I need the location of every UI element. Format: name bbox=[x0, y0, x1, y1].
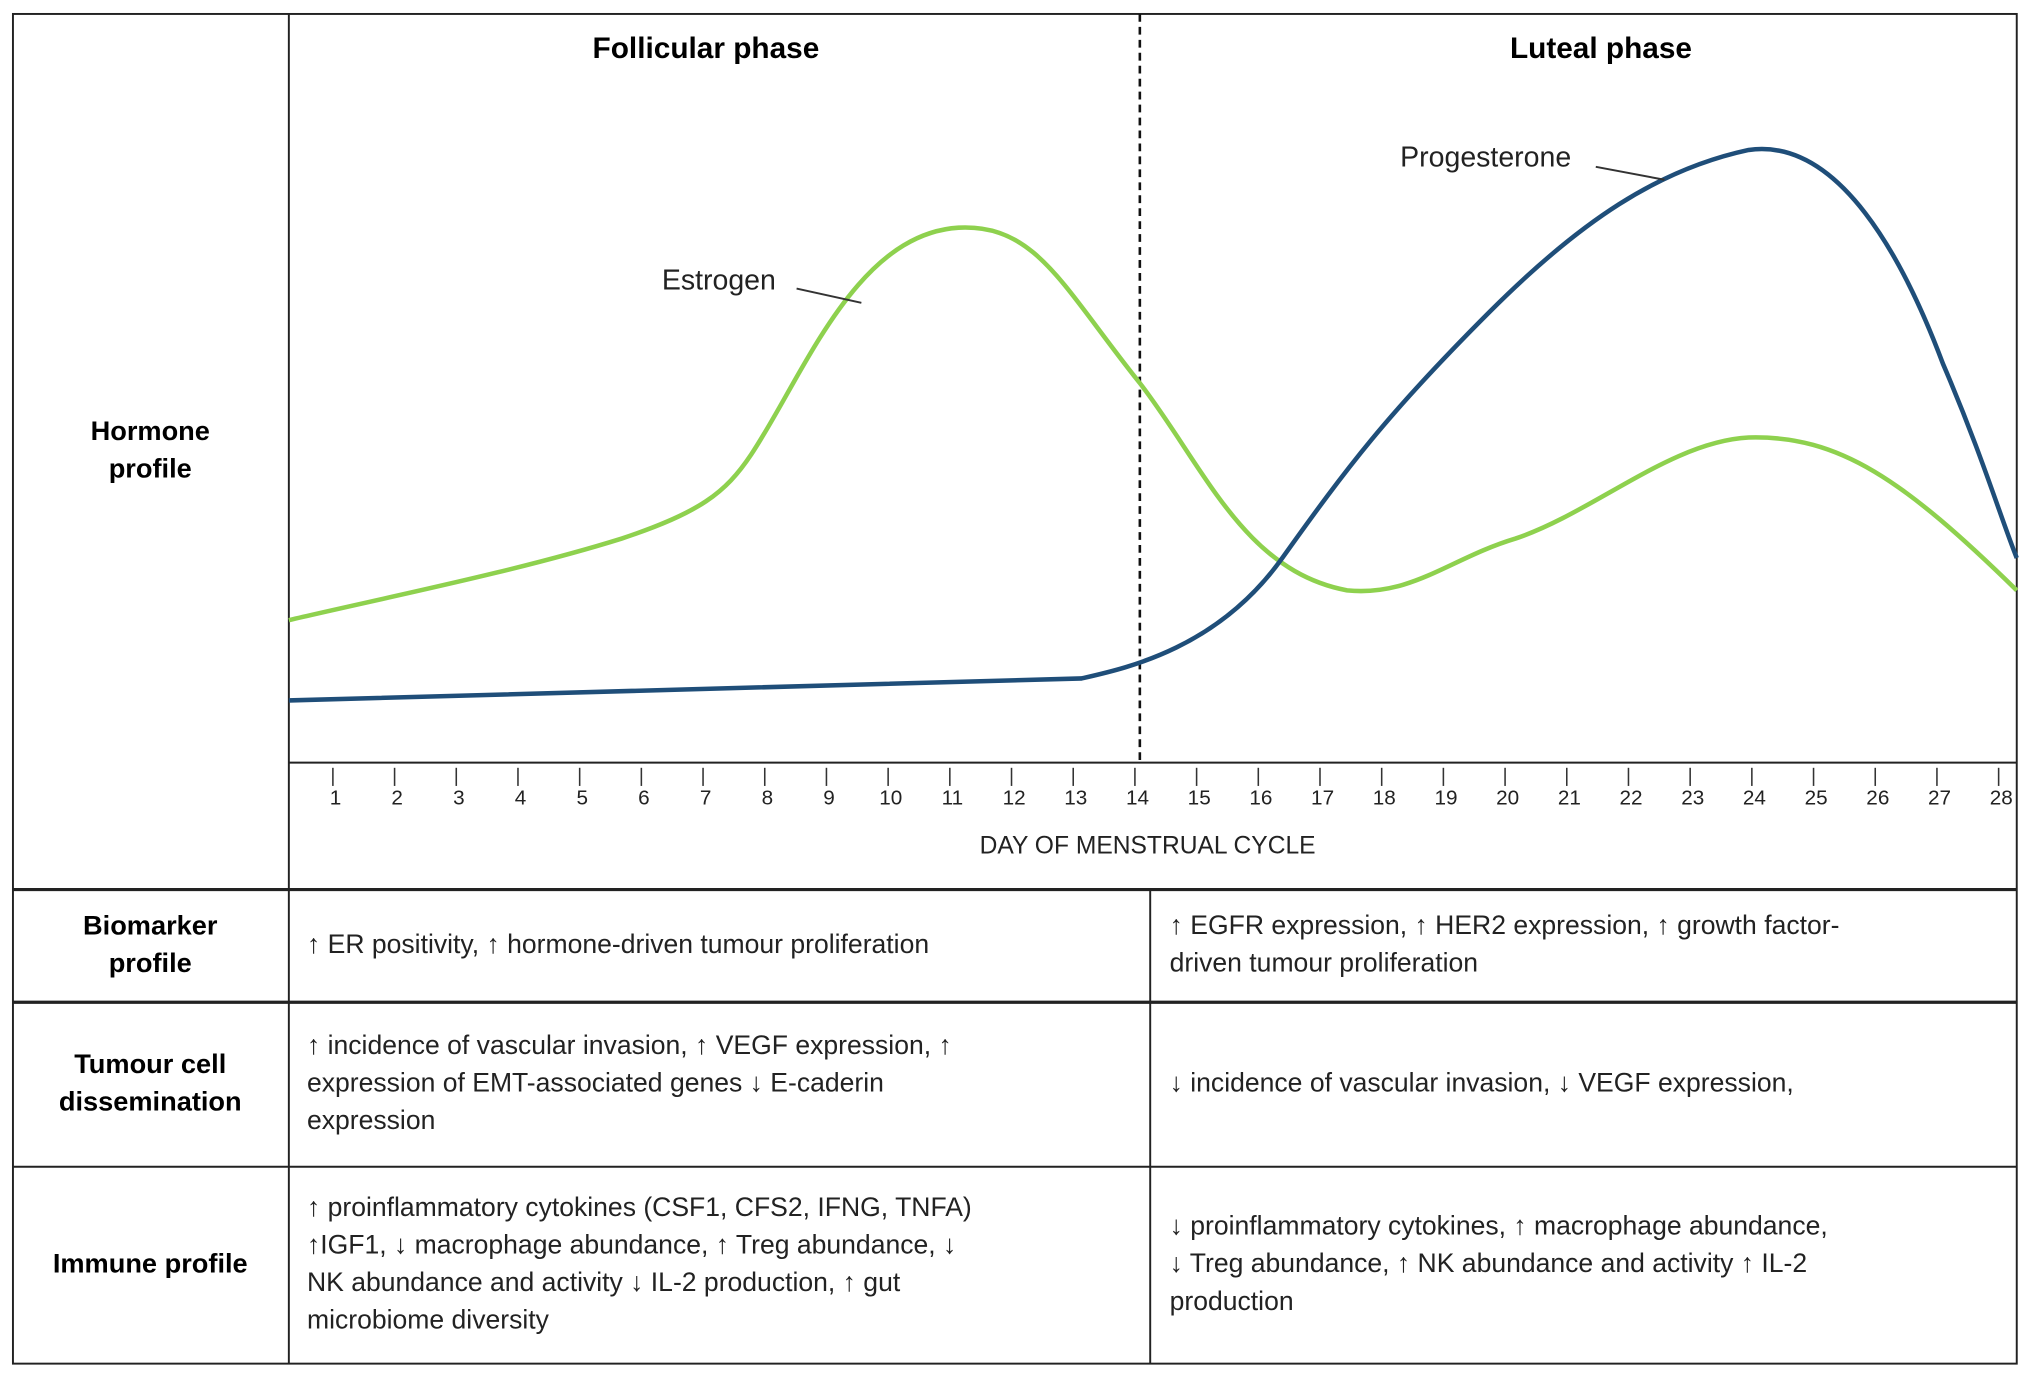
row-label: Immune profile bbox=[53, 1247, 248, 1278]
tick-label: 5 bbox=[576, 786, 588, 809]
tick-label: 23 bbox=[1681, 786, 1704, 809]
row-label: Tumour cell bbox=[74, 1048, 226, 1079]
tick-label: 14 bbox=[1126, 786, 1149, 809]
tick-label: 15 bbox=[1188, 786, 1211, 809]
cell-text: ↑ incidence of vascular invasion, ↑ VEGF… bbox=[307, 1030, 952, 1060]
table-border bbox=[11, 12, 2018, 1365]
tick-label: 6 bbox=[638, 786, 650, 809]
tick-label: 16 bbox=[1249, 786, 1272, 809]
tick-label: 11 bbox=[942, 786, 964, 809]
x-axis-title: DAY OF MENSTRUAL CYCLE bbox=[980, 832, 1316, 859]
cell-text: expression of EMT-associated genes ↓ E-c… bbox=[307, 1068, 884, 1098]
cell-text: NK abundance and activity ↓ IL-2 product… bbox=[307, 1267, 901, 1297]
tick-label: 20 bbox=[1496, 786, 1519, 809]
cell-text: ↑ EGFR expression, ↑ HER2 expression, ↑ … bbox=[1170, 910, 1840, 940]
row-label: Hormone bbox=[91, 415, 210, 446]
cell-text: ↓ incidence of vascular invasion, ↓ VEGF… bbox=[1170, 1068, 1794, 1098]
cell-text: production bbox=[1170, 1286, 1294, 1316]
row-label: profile bbox=[109, 947, 192, 978]
cell-text: ↑IGF1, ↓ macrophage abundance, ↑ Treg ab… bbox=[307, 1229, 956, 1259]
row-label: dissemination bbox=[59, 1085, 242, 1116]
tick-label: 13 bbox=[1064, 786, 1087, 809]
leader-line bbox=[796, 287, 862, 304]
cell-text: ↑ ER positivity, ↑ hormone-driven tumour… bbox=[307, 929, 929, 959]
tick-label: 1 bbox=[330, 786, 342, 809]
tick-label: 18 bbox=[1373, 786, 1396, 809]
cell-text: ↓ Treg abundance, ↑ NK abundance and act… bbox=[1170, 1248, 1808, 1278]
tick-label: 4 bbox=[515, 786, 527, 809]
phase-title: Luteal phase bbox=[1510, 32, 1692, 65]
tick-label: 26 bbox=[1866, 786, 1889, 809]
cell-text: driven tumour proliferation bbox=[1170, 948, 1478, 978]
tick-label: 10 bbox=[879, 786, 902, 809]
tick-label: 3 bbox=[453, 786, 465, 809]
tick-label: 8 bbox=[762, 786, 774, 809]
tick-label: 2 bbox=[391, 786, 403, 809]
estrogen-curve bbox=[288, 225, 2019, 623]
cell-text: microbiome diversity bbox=[307, 1305, 550, 1335]
tick-label: 27 bbox=[1928, 786, 1951, 809]
curve-label: Estrogen bbox=[662, 265, 776, 297]
row-label: Biomarker bbox=[83, 909, 218, 940]
progesterone-curve bbox=[288, 146, 2019, 703]
tick-label: 28 bbox=[1990, 786, 2013, 809]
tick-label: 12 bbox=[1003, 786, 1026, 809]
tick-label: 21 bbox=[1558, 786, 1581, 809]
phase-title: Follicular phase bbox=[593, 32, 820, 65]
tick-label: 9 bbox=[823, 786, 835, 809]
leader-line bbox=[1595, 165, 1665, 181]
tick-label: 17 bbox=[1311, 786, 1334, 809]
cell-text: ↑ proinflammatory cytokines (CSF1, CFS2,… bbox=[307, 1192, 972, 1222]
cell-text: ↓ proinflammatory cytokines, ↑ macrophag… bbox=[1170, 1211, 1828, 1241]
row-label: profile bbox=[109, 453, 192, 484]
tick-label: 22 bbox=[1620, 786, 1643, 809]
tick-label: 25 bbox=[1805, 786, 1828, 809]
curve-label: Progesterone bbox=[1400, 142, 1571, 174]
cell-text: expression bbox=[307, 1105, 435, 1135]
tick-label: 24 bbox=[1743, 786, 1766, 809]
tick-label: 7 bbox=[700, 786, 712, 809]
tick-label: 19 bbox=[1434, 786, 1457, 809]
